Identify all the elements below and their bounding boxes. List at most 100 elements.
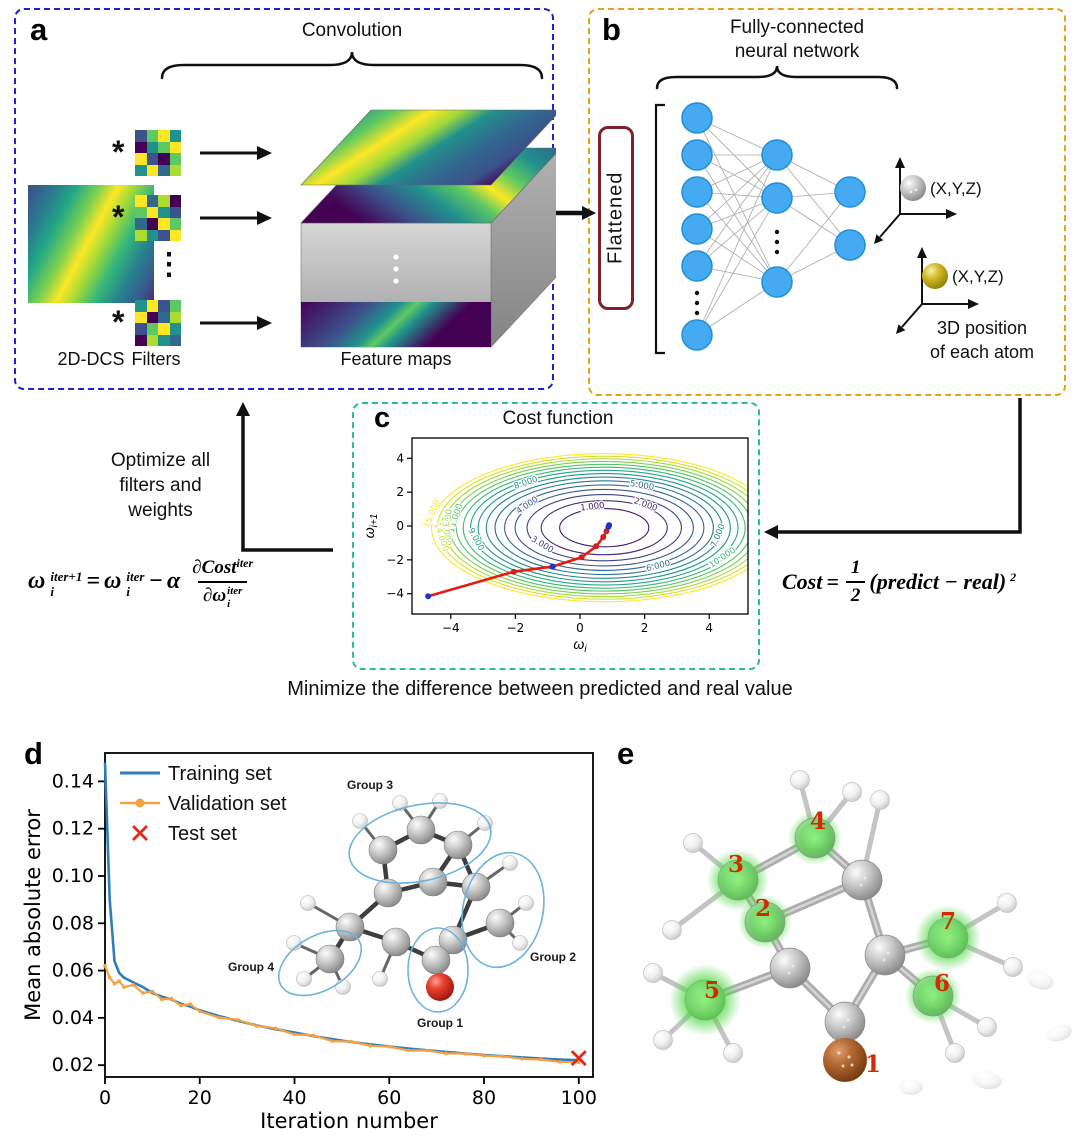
network-node [681,213,713,245]
dcs-input-image [28,185,154,303]
network-node [761,266,793,298]
carbon-atom [406,815,436,845]
contour-level-label: 12.000 [441,509,455,540]
filter-cell [146,153,158,165]
filter-cell [146,130,158,142]
filters-label: Filters [131,349,181,369]
filter-cell [169,218,181,230]
carbon-atom [824,1001,866,1043]
svg-text:0: 0 [99,1087,111,1109]
convolution-title: Convolution [301,20,403,41]
filter-cell [158,206,170,218]
svg-text:Group 2: Group 2 [530,950,576,964]
svg-text:0.10: 0.10 [52,865,94,887]
carbon-atom [864,934,906,976]
optimize-caption: Optimize all filters and weights [78,448,243,523]
filter-cell [146,141,158,153]
flattened-box: Flattened [598,126,634,310]
contour-level-label: 4.000 [515,495,541,517]
svg-text:4: 4 [396,451,404,465]
group-highlight [905,968,961,1024]
carbon-atom [315,944,345,974]
training-curve-chart: Group 1 Group 2 Group 3 Group 4 0 20 40 60 80 100… [21,752,597,1133]
svg-text:0.08: 0.08 [52,912,94,934]
svg-text:2: 2 [396,485,404,499]
carbon-atom [335,912,365,942]
filter-cell [135,195,147,207]
neural-network [681,102,866,351]
carbon-atom [421,945,451,975]
fcnn-title: Fully-connected neural network [647,16,947,64]
filter-cell [169,229,181,241]
training-chart-axes: 0 20 40 60 80 100 0.02 0.04 0.06 0.08 0.10 0.12 0.14… [21,752,597,1133]
network-node [681,250,713,282]
filter-cell [158,141,170,153]
contour-level-label: 2.000 [632,496,658,514]
filter-cell [169,164,181,176]
network-node [681,319,713,351]
training-chart-series [103,762,587,1067]
hydrogen-atom [502,855,518,871]
network-node [681,139,713,171]
contour-level-label: 1.000 [580,501,605,514]
hydrogen-atom [997,893,1017,913]
svg-text:4: 4 [705,621,713,635]
filter-cell [146,229,158,241]
hydrogen-atom [1003,957,1023,977]
filter-cell [135,334,147,346]
svg-text:2: 2 [641,621,649,635]
contour-level-label: 8.000 [513,475,539,492]
panel-a-graphics [160,51,556,348]
filter-cell [158,195,170,207]
svg-text:Group 4: Group 4 [228,960,274,974]
panel-b: (X,Y,Z) (X,Y,Z) b Fully-connected neural … [588,8,1066,396]
svg-text:−2: −2 [386,553,404,567]
filter-cell [158,229,170,241]
svg-text:60: 60 [377,1087,401,1109]
svg-text:0.04: 0.04 [52,1007,94,1029]
filter-cell [135,164,147,176]
network-node [834,229,866,261]
panel-a: a Convolution * * * ⋮ 2D-DCS Filters Fea… [14,8,556,390]
hydrogen-atom [518,895,534,911]
filter-cell [135,311,147,323]
svg-text:−2: −2 [507,621,525,635]
svg-text:40: 40 [282,1087,306,1109]
filter-cell [169,300,181,312]
carbon-atom [438,925,468,955]
contour-xlabel: ωi [573,636,587,655]
hydrogen-atom [945,1043,965,1063]
filter-cell [146,323,158,335]
hydrogen-atom [683,833,703,853]
panel-c: 1.000 2.000 3.000 4.000 5.000 6.000 7.000 8.000… [352,402,760,670]
group-ellipse [277,929,363,997]
contour-rings: 1.000 2.0003.0004.0005.0006.0007.0008.000… [421,453,748,603]
hydrogen-atom [842,782,862,802]
feature-maps-cube [300,109,556,348]
molecule-3d [643,770,1072,1095]
gray-atom-sphere [900,175,926,201]
atom-number: 4 [810,808,826,835]
hydrogen-atom [432,793,448,809]
group-ellipse [348,802,492,884]
carbon-atom [841,859,883,901]
legend: Training set Validation set Test set [120,763,287,845]
filter-cell [169,141,181,153]
filters-ellipsis: ⋮ [154,248,184,281]
hydrogen-atom [296,971,312,987]
hydrogen-atom [512,935,528,951]
network-brace [655,65,899,90]
group-labels: Group 1 Group 2 Group 3 Group 4 [228,778,576,1030]
filter-cell [135,218,147,230]
atom-number: 2 [755,895,771,922]
panel-b-graphics: (X,Y,Z) (X,Y,Z) [654,65,1004,355]
group-highlight [788,811,842,865]
convolution-brace [160,51,544,80]
atom-number: 1 [865,1051,881,1078]
contour-level-label: 3.000 [529,534,555,555]
filter-cell [158,311,170,323]
filter-cell [135,153,147,165]
atom-position-caption: 3D position of each atom [902,316,1062,364]
